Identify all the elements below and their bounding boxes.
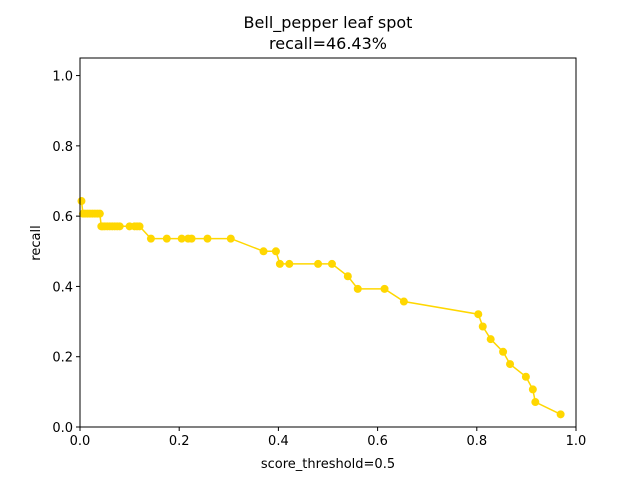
data-point xyxy=(478,322,487,331)
data-point xyxy=(531,398,540,407)
data-point xyxy=(146,234,155,243)
x-axis-label: score_threshold=0.5 xyxy=(261,457,395,472)
data-point xyxy=(399,297,408,306)
data-point xyxy=(226,234,235,243)
data-point xyxy=(486,335,495,344)
data-point xyxy=(506,360,515,369)
chart-title: Bell_pepper leaf spot xyxy=(244,13,413,33)
plot-frame xyxy=(79,57,577,428)
data-point xyxy=(95,209,104,218)
y-axis: 0.0 0.2 0.4 0.6 0.8 1.0 xyxy=(52,70,80,436)
y-tick-label: 0.0 xyxy=(52,421,73,436)
data-point xyxy=(380,284,389,293)
y-tick-label: 0.8 xyxy=(52,140,73,155)
data-point xyxy=(474,310,483,319)
data-point xyxy=(528,385,537,394)
data-point xyxy=(327,259,336,268)
data-point xyxy=(499,347,508,356)
data-point xyxy=(203,234,212,243)
plot-area xyxy=(77,197,565,419)
data-point xyxy=(353,284,362,293)
data-point xyxy=(275,259,284,268)
y-tick-label: 0.2 xyxy=(52,351,73,366)
chart-subtitle: recall=46.43% xyxy=(269,34,387,53)
y-tick-label: 0.6 xyxy=(52,210,73,225)
data-point xyxy=(556,410,565,419)
data-point xyxy=(271,247,280,256)
y-axis-label: recall xyxy=(29,225,44,260)
x-tick-label: 1.0 xyxy=(566,434,587,449)
data-point xyxy=(259,247,268,256)
x-tick-label: 0.2 xyxy=(169,434,190,449)
data-point xyxy=(521,372,530,381)
data-point xyxy=(135,222,144,231)
data-point xyxy=(187,234,196,243)
x-axis: 0.0 0.2 0.4 0.6 0.8 1.0 xyxy=(70,427,587,449)
data-point xyxy=(162,234,171,243)
x-tick-label: 0.6 xyxy=(367,434,388,449)
data-point xyxy=(177,234,186,243)
y-tick-label: 1.0 xyxy=(52,70,73,85)
x-tick-label: 0.8 xyxy=(466,434,487,449)
x-tick-label: 0.4 xyxy=(268,434,289,449)
data-point xyxy=(115,222,124,231)
y-tick-label: 0.4 xyxy=(52,280,73,295)
data-point xyxy=(285,259,294,268)
data-point xyxy=(314,259,323,268)
series-line xyxy=(80,200,561,415)
data-point xyxy=(343,272,352,281)
data-point xyxy=(77,197,86,206)
x-tick-label: 0.0 xyxy=(70,434,91,449)
